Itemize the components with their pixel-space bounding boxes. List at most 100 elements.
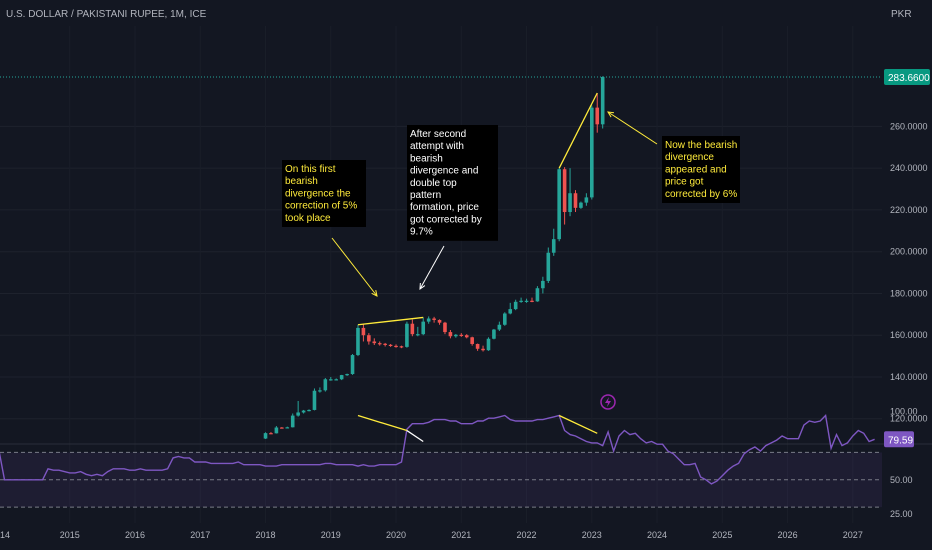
rsi-tick-label: 25.00 [890,509,913,519]
candle-body [421,321,426,335]
candle-body [312,390,317,410]
candle-body [405,323,409,347]
annotation-arrow [419,245,445,290]
annotation-line: correction of 5% [285,201,357,212]
grid [0,26,932,523]
candle-body [464,335,469,338]
annotation-arrow [607,111,658,145]
candle-body [388,344,393,347]
currency-label: PKR [891,9,912,20]
candle-body [285,427,290,429]
time-tick-label: 2024 [647,530,667,540]
candle-body [600,77,605,125]
candle-body [318,390,322,392]
time-tick-label: 2023 [582,530,602,540]
candle-body [497,324,502,330]
candle-body [263,433,268,439]
candle-body [301,410,306,413]
lightning-icon [600,394,616,410]
candle-body [280,427,284,429]
price-series [263,76,605,439]
candle-body [524,300,529,302]
time-tick-label: 2016 [125,530,145,540]
candle-body [459,334,464,336]
annotation-arrow [331,237,378,297]
annotation-line: After second [410,129,466,140]
annotation-line: price got [665,177,704,188]
candle-body [377,343,382,345]
candle-body [530,300,534,302]
price-tick-label: 260.0000 [890,121,928,131]
candle-body [595,107,600,125]
time-tick-label: 2020 [386,530,406,540]
rsi-value-badge [884,431,914,448]
annotation-line: divergence the [285,188,351,199]
candle-body [508,309,513,314]
annotation-line: bearish [410,153,443,164]
price-tick-label: 140.0000 [890,372,928,382]
annotation-line: attempt with [410,141,464,152]
annotation-arrowhead [419,282,426,291]
candle-body [350,355,355,375]
candle-body [443,322,447,333]
annotation-line: got corrected by [410,214,482,225]
divergence-lines [357,92,598,443]
candle-body [502,313,507,325]
annotation-line: pattern [410,190,441,201]
annotation-line: 9.7% [410,227,433,238]
candle-body [541,280,545,289]
price-axis[interactable]: 260.0000 240.0000 220.0000 200.0000 180.0000… [884,69,930,424]
annotation-line: Now the bearish [665,140,737,151]
candle-body [399,346,404,348]
candle-body [470,337,474,344]
candle-body [535,288,540,302]
candle-body [383,343,387,345]
rsi-value-label: 79.59 [888,435,913,446]
annotation-line: corrected by 6% [665,189,737,200]
time-tick-label: 2019 [321,530,341,540]
time-tick-label: 2026 [778,530,798,540]
candle-body [290,415,295,428]
candle-body [361,327,366,336]
candle-body [475,343,480,349]
header: U.S. DOLLAR / PAKISTANI RUPEE, 1M, ICE P… [6,9,912,20]
rsi-line [0,414,875,485]
candle-body [481,348,485,351]
candle-body [432,318,436,320]
lightning-glyph [605,397,611,407]
annotation-line: bearish [285,176,318,187]
price-divergence-line-3 [558,92,598,169]
candle-body [394,345,398,348]
time-axis[interactable]: 14 2015 2016 2017 2018 2019 2020 2021 2022 2023 20… [0,530,863,540]
annotation-box [282,160,366,227]
annotation-line: divergence [665,152,714,163]
rsi-series [0,414,875,485]
time-tick-label: 2021 [451,530,471,540]
candle-body [437,319,442,323]
annotation-arrowhead [607,111,615,118]
price-tick-label: 120.0000 [890,414,928,424]
candle-body [323,379,328,391]
price-tick-label: 180.0000 [890,288,928,298]
annotation-line: appeared and [665,164,727,175]
time-tick-label: 2015 [60,530,80,540]
annotation-line: double top [410,178,457,189]
candle-body [486,338,491,351]
candle-body [513,301,518,310]
candle-body [557,169,561,240]
time-tick-label: 2022 [517,530,537,540]
candle-body [345,374,349,376]
time-tick-label: 14 [0,530,10,540]
rsi-axis[interactable]: 100.00 50.00 25.00 79.59 [884,406,918,519]
price-tick-label: 160.0000 [890,330,928,340]
price-tick-label: 240.0000 [890,163,928,173]
candle-body [307,409,311,412]
time-tick-label: 2018 [256,530,276,540]
annotation-line: formation, price [410,202,479,213]
time-tick-label: 2027 [843,530,863,540]
candle-body [372,341,377,344]
price-divergence-line-1 [357,316,424,326]
